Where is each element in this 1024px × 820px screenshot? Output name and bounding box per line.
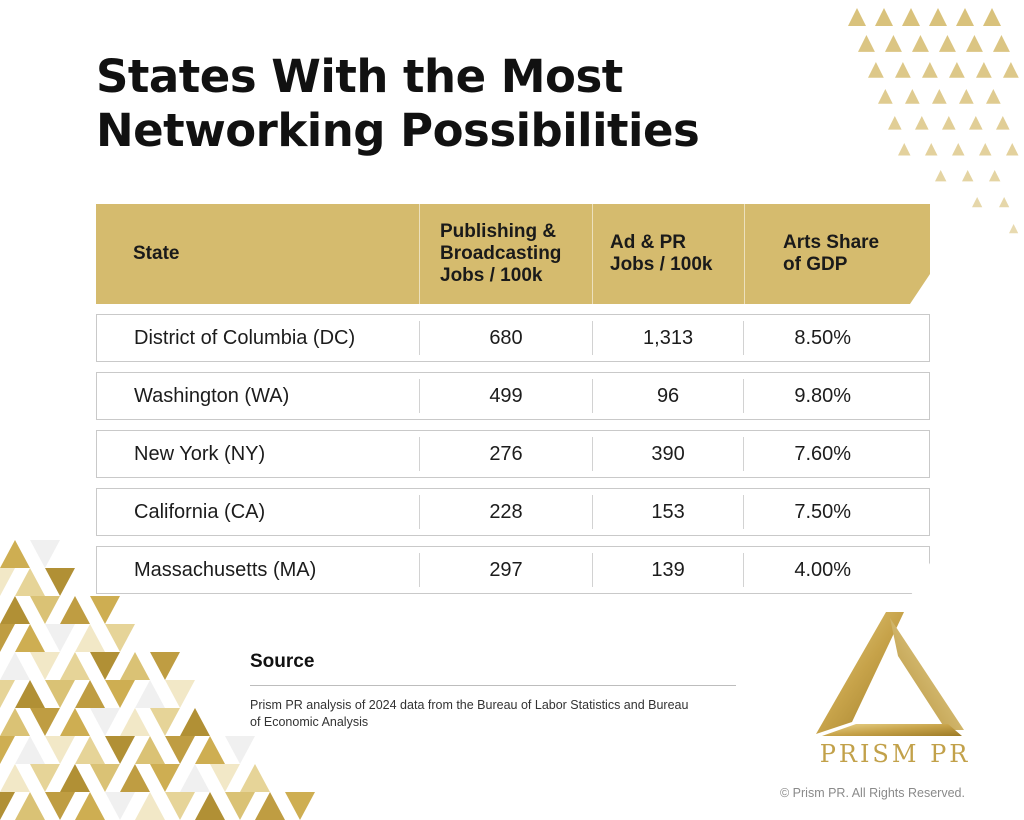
table-header: State Publishing & Broadcasting Jobs / 1… — [96, 204, 930, 304]
cell-arts: 4.00% — [794, 558, 852, 581]
table-row: Massachusetts (MA) 297 139 4.00% — [96, 546, 930, 594]
cell-publishing: 499 — [420, 379, 593, 413]
header-adpr: Ad & PR Jobs / 100k — [593, 204, 745, 304]
title-line-1: States With the Most — [96, 50, 623, 103]
page-title: States With the Most Networking Possibil… — [96, 50, 700, 158]
header-adpr-line-2: Jobs / 100k — [610, 254, 713, 275]
cell-state: New York (NY) — [97, 437, 421, 471]
decorative-triangle-mosaic-bottom-left — [0, 540, 315, 820]
header-state: State — [96, 204, 420, 304]
cell-adpr: 390 — [593, 437, 745, 471]
cell-state: California (CA) — [97, 495, 421, 529]
header-arts-line-1: Arts Share — [783, 232, 880, 253]
cell-state: Massachusetts (MA) — [97, 553, 421, 587]
table-row: Washington (WA) 499 96 9.80% — [96, 372, 930, 420]
cell-publishing: 276 — [420, 437, 593, 471]
cell-arts: 9.80% — [794, 384, 852, 407]
cell-publishing: 228 — [420, 495, 593, 529]
cell-arts: 7.50% — [794, 500, 852, 523]
table-row: California (CA) 228 153 7.50% — [96, 488, 930, 536]
source-heading: Source — [250, 651, 315, 672]
decorative-triangle-pattern-top-right — [848, 8, 1019, 234]
cell-adpr: 96 — [593, 379, 745, 413]
source-divider — [250, 685, 736, 686]
table-row: New York (NY) 276 390 7.60% — [96, 430, 930, 478]
header-state-label: State — [133, 243, 180, 264]
cell-adpr: 139 — [593, 553, 745, 587]
cell-publishing: 297 — [420, 553, 593, 587]
header-arts: Arts Share of GDP — [745, 204, 930, 304]
prism-triangle-logo-icon — [816, 612, 964, 736]
header-publishing-line-2: Broadcasting — [440, 243, 562, 264]
table-row: District of Columbia (DC) 680 1,313 8.50… — [96, 314, 930, 362]
header-arts-line-2: of GDP — [783, 254, 848, 275]
header-publishing-line-3: Jobs / 100k — [440, 265, 543, 286]
title-line-2: Networking Possibilities — [96, 104, 700, 157]
cell-state: Washington (WA) — [97, 379, 421, 413]
cell-adpr: 153 — [593, 495, 745, 529]
header-adpr-line-1: Ad & PR — [610, 232, 686, 253]
cell-state: District of Columbia (DC) — [97, 321, 421, 355]
copyright-text: © Prism PR. All Rights Reserved. — [780, 786, 965, 800]
source-text: Prism PR analysis of 2024 data from the … — [250, 698, 689, 729]
brand-wordmark: PRISM PR — [819, 740, 971, 768]
data-table: State Publishing & Broadcasting Jobs / 1… — [96, 204, 930, 594]
cell-arts: 7.60% — [794, 442, 852, 465]
cell-arts: 8.50% — [794, 326, 852, 349]
cell-publishing: 680 — [420, 321, 593, 355]
cell-adpr: 1,313 — [593, 321, 745, 355]
header-publishing-line-1: Publishing & — [440, 221, 557, 242]
header-publishing: Publishing & Broadcasting Jobs / 100k — [420, 204, 593, 304]
